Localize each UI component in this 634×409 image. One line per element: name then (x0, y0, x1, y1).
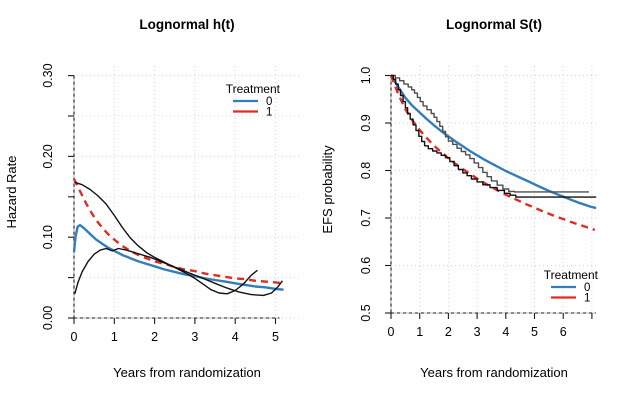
legend-title: Treatment (544, 268, 599, 282)
x-tick-label: 5 (531, 325, 538, 339)
y-tick-label: 0.5 (359, 304, 373, 321)
y-tick-label: 0.8 (359, 162, 373, 179)
y-tick-label: 0.6 (359, 257, 373, 274)
x-tick-label: 1 (111, 330, 118, 344)
legend-label: 1 (584, 293, 590, 305)
series-line-smoothed-hazard-treatment-0 (74, 247, 283, 297)
y-tick-label: 0.00 (41, 306, 55, 330)
series-line-kaplan-meier-treatment-0 (391, 74, 589, 193)
x-tick-label: 4 (232, 330, 239, 344)
plot-title: Lognormal h(t) (139, 17, 234, 32)
x-tick-label: 5 (272, 330, 279, 344)
y-tick-label: 0.30 (41, 63, 55, 87)
y-tick-label: 1.0 (359, 67, 373, 84)
legend-label: 0 (584, 282, 590, 294)
x-tick-label: 3 (191, 330, 198, 344)
x-axis-title: Years from randomization (420, 365, 568, 380)
y-tick-label: 0.7 (359, 209, 373, 226)
x-tick-label: 0 (71, 330, 78, 344)
legend-title: Treatment (226, 82, 281, 96)
y-tick-label: 0.10 (41, 225, 55, 249)
series-line-kaplan-meier-treatment-1 (391, 74, 597, 198)
x-tick-label: 6 (560, 325, 567, 339)
series-line-lognormal-fit-treatment-0 (72, 223, 284, 291)
series-line-lognormal-fit-treatment-1 (72, 178, 284, 285)
x-axis-title: Years from randomization (113, 365, 261, 380)
x-tick-label: 0 (388, 325, 395, 339)
y-axis-title: EFS probability (320, 145, 335, 234)
plot-title: Lognormal S(t) (446, 17, 542, 32)
x-tick-label: 4 (502, 325, 509, 339)
y-axis-title: Hazard Rate (4, 156, 19, 229)
survival-plot: 0 1 2 3 4 5 60.50.60.70.80.91.0Treatment01Logn… (320, 17, 599, 380)
hazard-plot: 0 1 2 3 4 50.000.100.200.30Treatment01Lognorm… (4, 17, 300, 380)
x-tick-label: 1 (416, 325, 423, 339)
y-tick-label: 0.9 (359, 114, 373, 131)
series-line-lognormal-fit-treatment-1 (389, 75, 596, 232)
x-tick-label: 2 (445, 325, 452, 339)
legend-label: 1 (266, 107, 272, 119)
x-tick-label: 2 (151, 330, 158, 344)
y-tick-label: 0.20 (41, 144, 55, 168)
x-tick-label: 3 (474, 325, 481, 339)
legend-label: 0 (266, 96, 272, 108)
